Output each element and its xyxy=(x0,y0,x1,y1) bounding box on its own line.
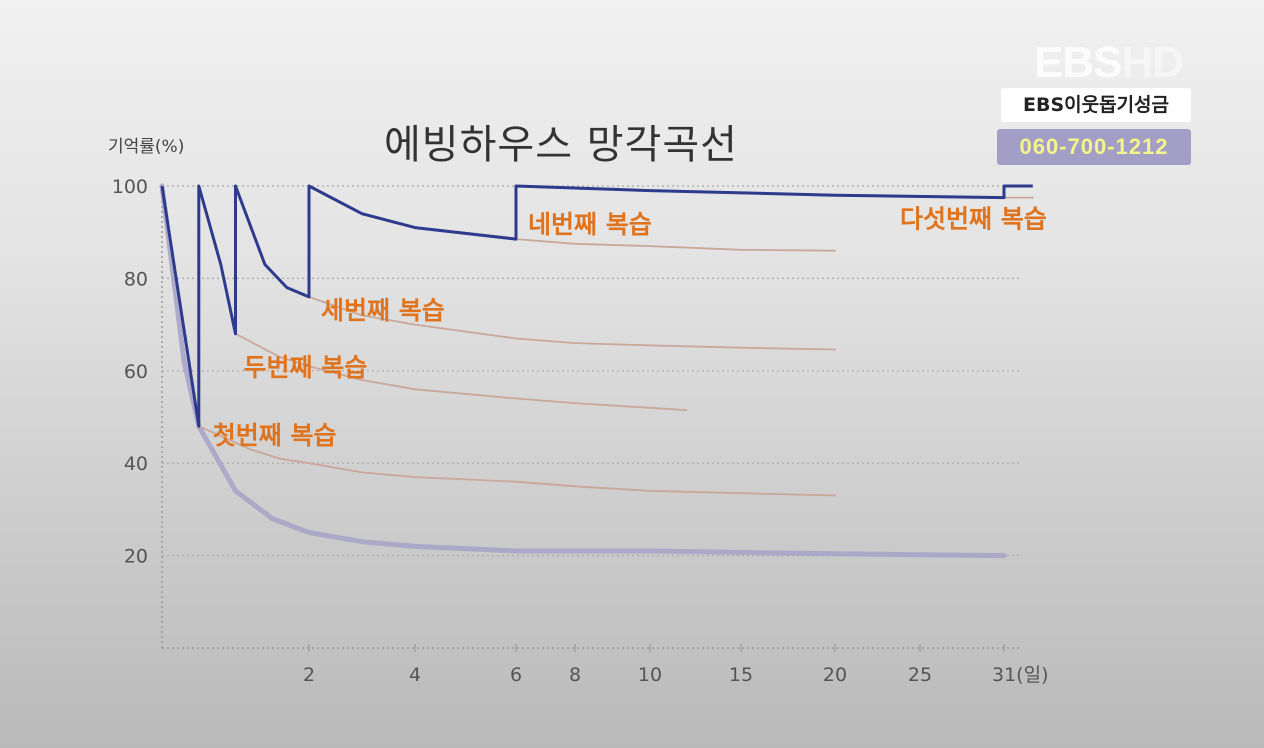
decay-curve xyxy=(197,425,836,497)
logo-hd: HD xyxy=(1121,38,1184,87)
x-tick-label: 20 xyxy=(823,664,847,686)
decay-curve xyxy=(234,332,688,411)
y-axis-label: 기억률(%) xyxy=(108,137,185,157)
x-tick-label: 8 xyxy=(569,664,581,686)
x-tick-label: 2 xyxy=(303,664,315,686)
x-tick-label: 4 xyxy=(409,664,421,686)
x-tick-label: 15 xyxy=(729,664,753,686)
review-annotation: 네번째 복습 xyxy=(528,210,652,239)
y-tick-label: 40 xyxy=(124,453,148,475)
baseline-curve xyxy=(159,183,1007,559)
logo-main: EBS xyxy=(1034,38,1122,87)
decay-curve xyxy=(308,296,836,351)
x-tick-label: 10 xyxy=(638,664,662,686)
x-tick-label: 31(일) xyxy=(992,664,1048,686)
chart-title: 에빙하우스 망각곡선 xyxy=(384,122,738,168)
decay-curve xyxy=(515,238,836,252)
x-tick-label: 6 xyxy=(510,664,522,686)
review-annotation: 세번째 복습 xyxy=(321,296,445,325)
y-tick-label: 20 xyxy=(124,546,148,568)
donation-banner: EBS이웃돕기성금 xyxy=(1001,88,1191,122)
review-annotation: 다섯번째 복습 xyxy=(900,205,1047,234)
review-annotation: 첫번째 복습 xyxy=(213,421,337,450)
ebs-hd-logo: EBSHD xyxy=(1034,38,1184,88)
review-curve xyxy=(160,184,1033,428)
review-annotation: 두번째 복습 xyxy=(244,353,368,382)
donation-phone: 060-700-1212 xyxy=(997,129,1191,165)
y-tick-label: 60 xyxy=(124,361,148,383)
y-tick-label: 80 xyxy=(124,268,148,290)
y-tick-label: 100 xyxy=(112,176,148,198)
x-tick-label: 25 xyxy=(908,664,932,686)
